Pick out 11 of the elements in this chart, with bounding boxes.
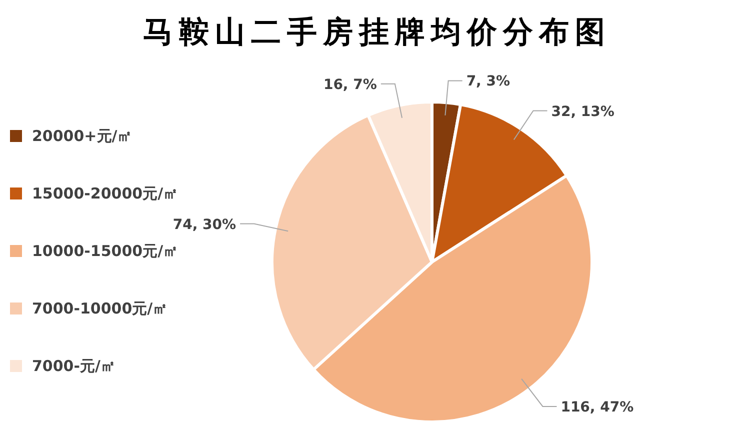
data-label: 74, 30%	[172, 216, 236, 233]
data-label: 32, 13%	[551, 104, 614, 120]
legend-label: 10000-15000元/㎡	[32, 242, 178, 260]
legend-label: 7000-10000元/㎡	[32, 300, 168, 318]
data-label: 16, 7%	[323, 76, 377, 93]
data-label: 116, 47%	[560, 399, 634, 416]
data-label: 7, 3%	[466, 74, 510, 90]
legend-label: 20000+元/㎡	[32, 127, 132, 145]
legend-label: 7000-元/㎡	[32, 357, 116, 375]
chart-title: 马鞍山二手房挂牌均价分布图	[143, 15, 611, 50]
legend-label: 15000-20000元/㎡	[32, 184, 178, 202]
